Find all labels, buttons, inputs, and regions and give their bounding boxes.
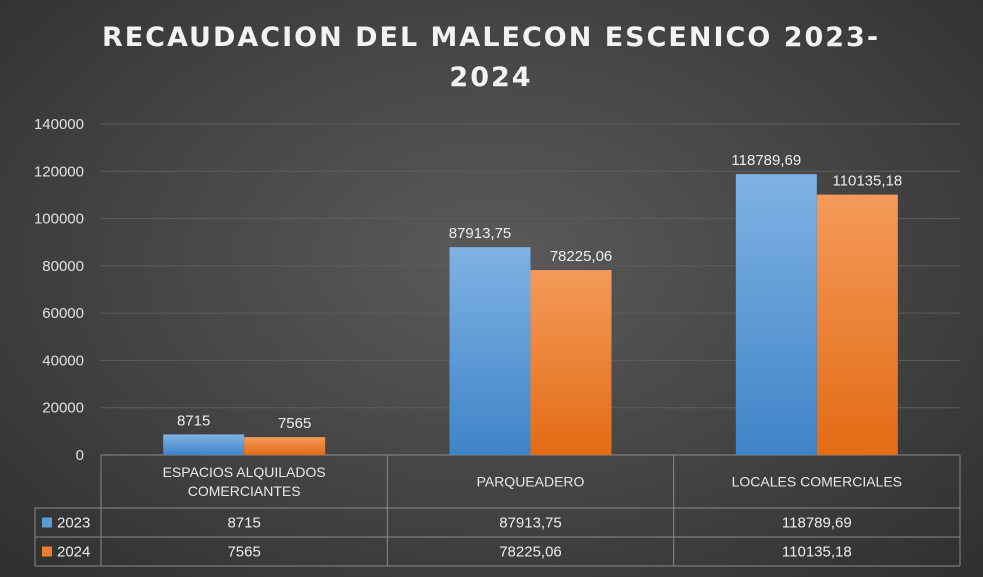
bar-2024 — [816, 194, 898, 456]
table-cell: 87913,75 — [499, 515, 562, 532]
bar-2023 — [163, 434, 245, 455]
table-cell: 110135,18 — [782, 544, 852, 561]
legend-key-2023 — [42, 517, 52, 528]
y-axis: 0 20000 40000 60000 80000 100000 120000 140000 — [34, 116, 84, 464]
table-cell: 118789,69 — [782, 515, 852, 532]
data-table: ESPACIOS ALQUILADOS COMERCIANTES PARQUEADE… — [34, 455, 961, 567]
y-tick-label: 60000 — [42, 305, 84, 322]
data-label-2023: 8715 — [177, 412, 210, 429]
bar-2023 — [449, 247, 531, 455]
chart-title-line-1: RECAUDACION DEL MALECON ESCENICO 2023- — [102, 22, 880, 53]
category-label: ESPACIOS ALQUILADOS — [163, 464, 326, 480]
category-label: COMERCIANTES — [188, 483, 301, 499]
category-label: LOCALES COMERCIALES — [732, 474, 902, 490]
legend-key-2024 — [42, 546, 52, 557]
legend-label-2024: 2024 — [57, 544, 90, 561]
category-label: PARQUEADERO — [477, 474, 585, 490]
bars — [163, 174, 898, 456]
bar-2024 — [244, 437, 326, 455]
data-label-2023: 118789,69 — [731, 152, 801, 169]
data-label-2024: 110135,18 — [832, 173, 902, 190]
y-tick-label: 120000 — [34, 163, 84, 180]
chart-title-line-2: 2024 — [449, 62, 532, 93]
table-cell: 7565 — [227, 544, 260, 561]
data-label-2024: 7565 — [278, 415, 311, 432]
data-labels: 8715 87913,75 118789,69 7565 78225,06 110135,… — [177, 152, 902, 432]
data-label-2023: 87913,75 — [449, 225, 512, 242]
y-tick-label: 40000 — [42, 352, 84, 369]
y-tick-label: 80000 — [42, 258, 84, 275]
table-cell: 8715 — [227, 515, 260, 532]
chart-title: RECAUDACION DEL MALECON ESCENICO 2023- 2… — [102, 22, 880, 93]
data-label-2024: 78225,06 — [550, 248, 613, 265]
table-cell: 78225,06 — [499, 544, 562, 561]
legend-label-2023: 2023 — [57, 515, 90, 532]
y-tick-label: 100000 — [34, 211, 84, 228]
y-tick-label: 20000 — [42, 400, 84, 417]
bar-2023 — [735, 174, 817, 456]
y-tick-label: 140000 — [34, 116, 84, 133]
y-tick-label: 0 — [76, 447, 84, 464]
bar-2024 — [530, 270, 612, 455]
